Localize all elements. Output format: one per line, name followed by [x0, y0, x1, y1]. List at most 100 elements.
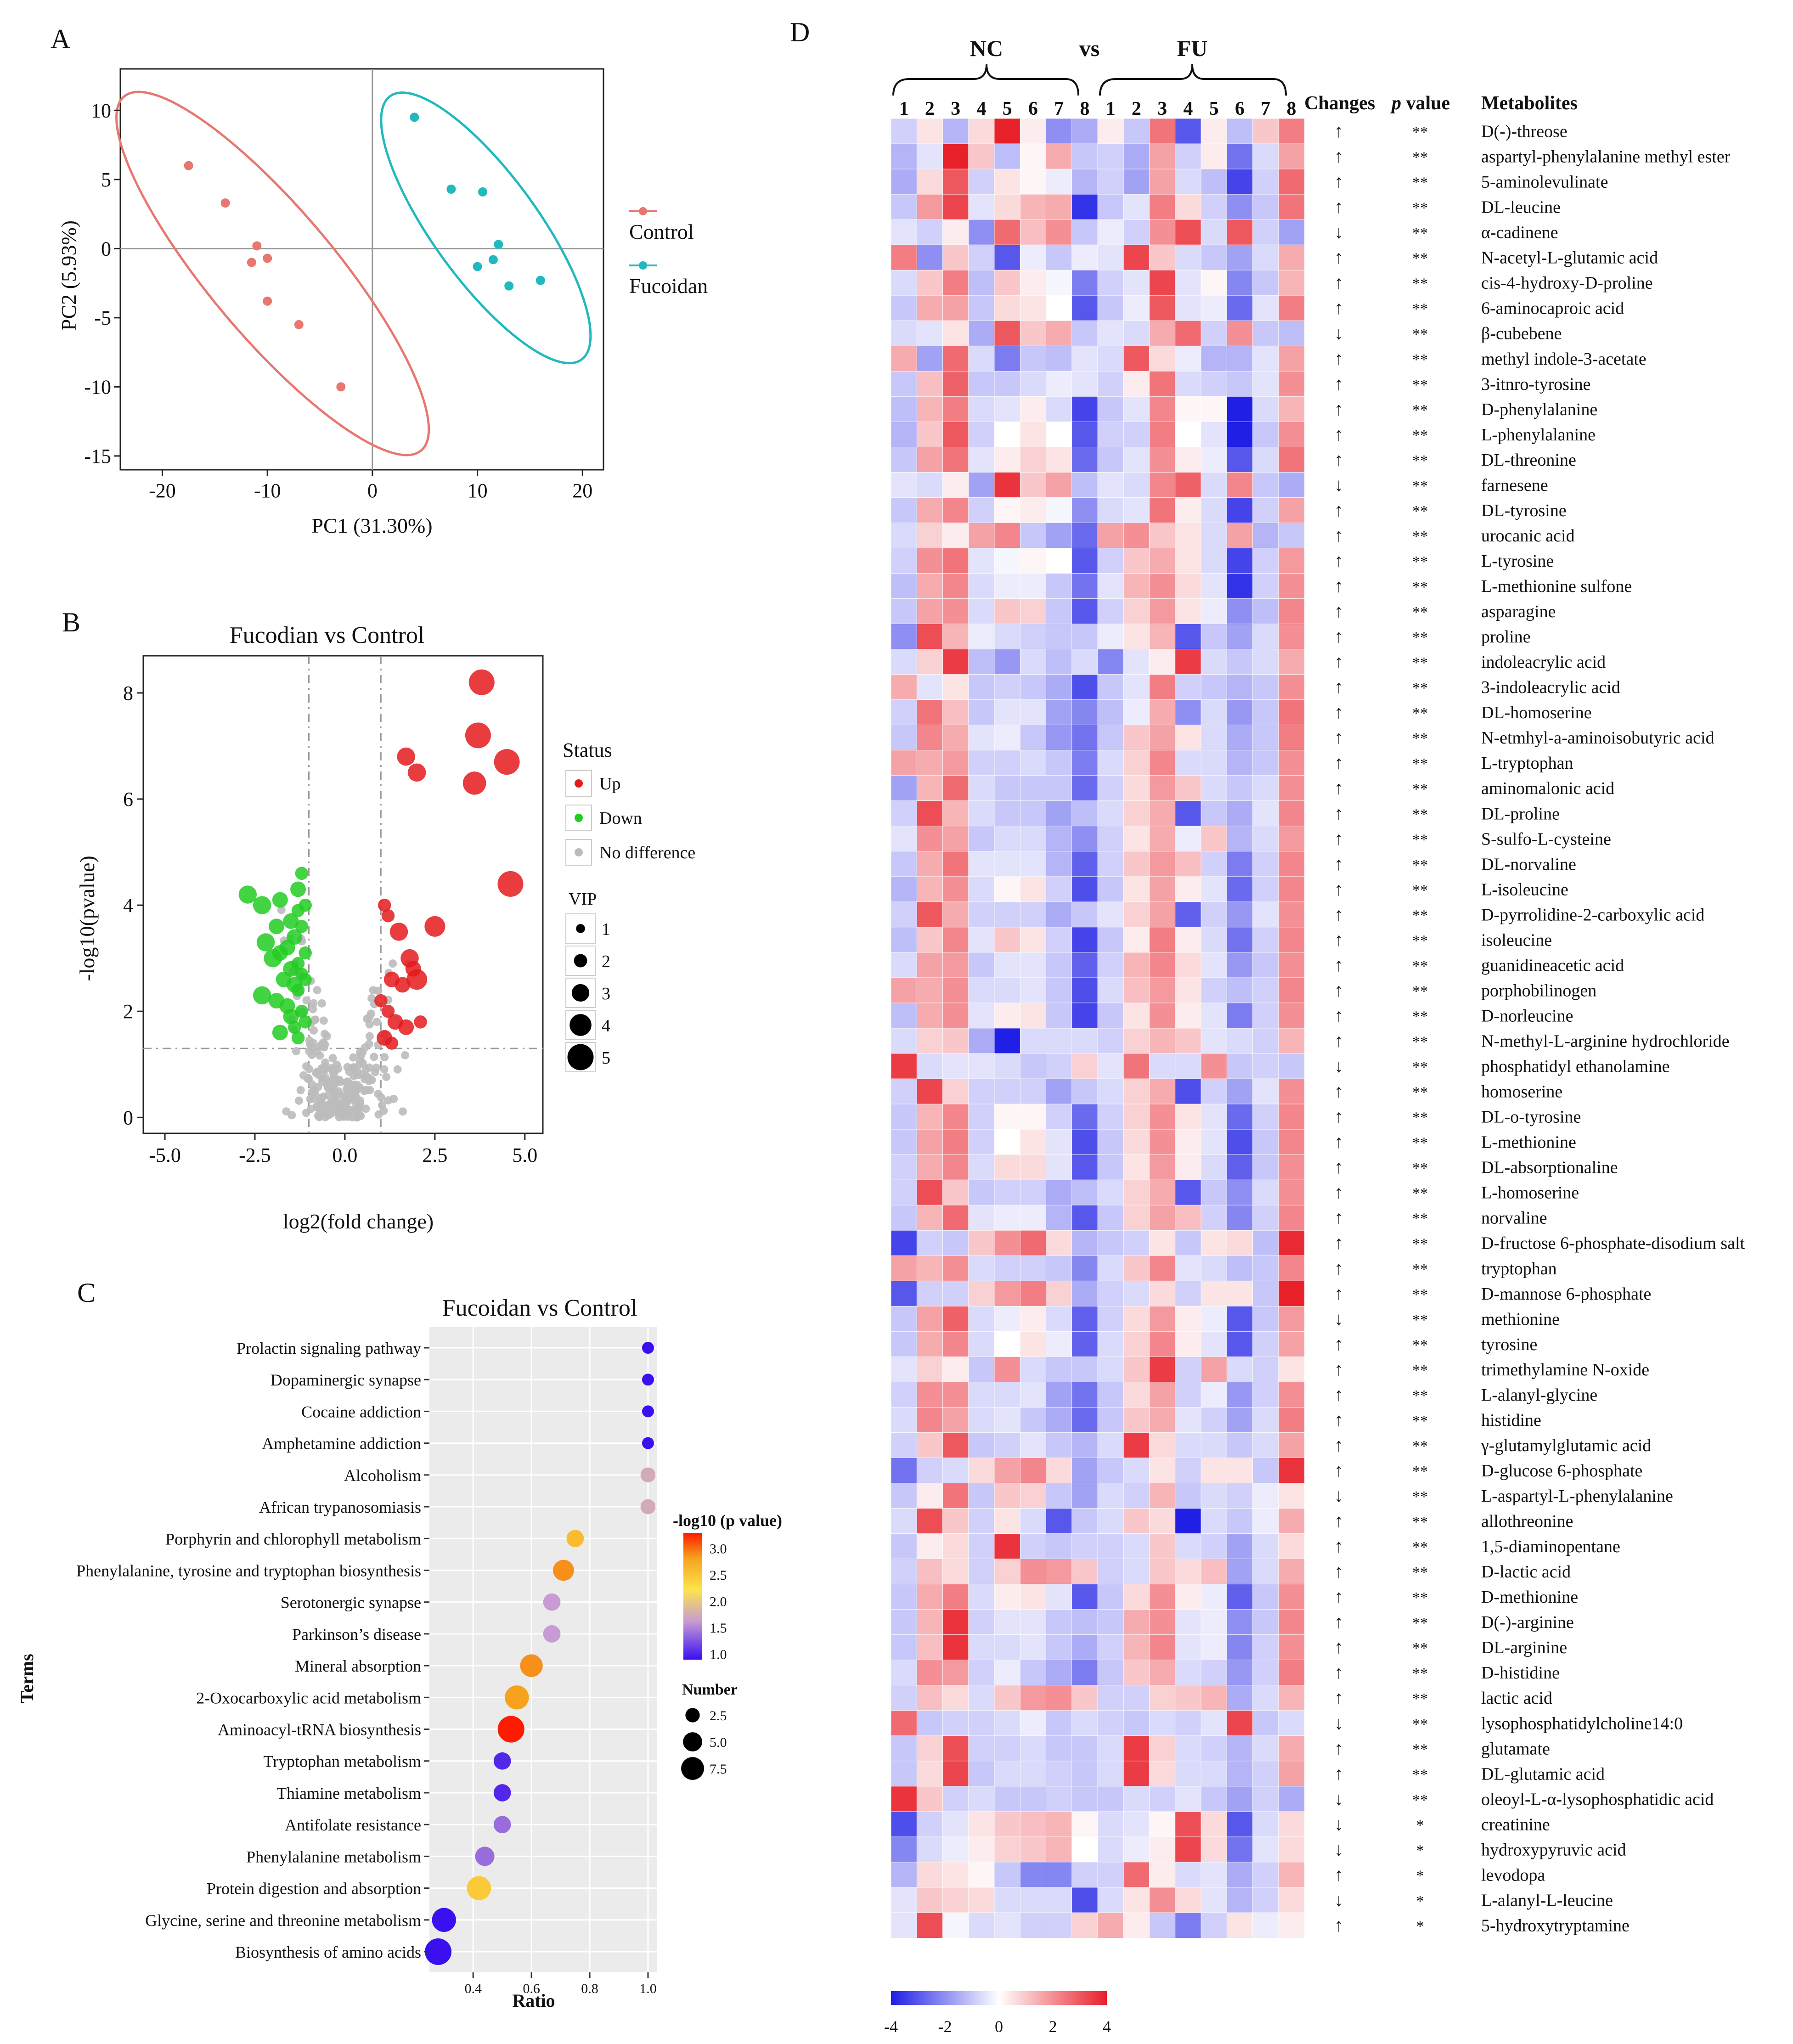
heatmap-cell: [1149, 1735, 1176, 1762]
heatmap-cell: [1252, 1432, 1279, 1458]
change-arrow: ↓: [1334, 1712, 1343, 1733]
volcano-point-nodiff: [365, 1063, 373, 1072]
heatmap-cell: [994, 598, 1021, 625]
heatmap-cell: [1020, 800, 1047, 827]
metabolite-label: L-alanyl-L-leucine: [1481, 1891, 1613, 1910]
significance-mark: **: [1412, 402, 1428, 419]
column-label: 4: [976, 98, 986, 119]
significance-mark: **: [1412, 1690, 1428, 1707]
heatmap-cell: [1226, 1609, 1253, 1635]
heatmap-cell: [1020, 1078, 1047, 1104]
column-label: 1: [899, 98, 909, 119]
heatmap-cell: [1226, 446, 1253, 473]
pca-x-tick-label: -20: [149, 479, 176, 502]
volcano-point-down: [269, 918, 284, 935]
heatmap-cell: [1175, 497, 1201, 524]
heatmap-cell: [1097, 194, 1124, 220]
heatmap-cell: [968, 1129, 995, 1155]
heatmap-cell: [1201, 1458, 1228, 1484]
volcano-point-nodiff: [331, 1066, 339, 1075]
vip-legend-marker: [571, 984, 590, 1002]
heatmap-cell: [1278, 1381, 1305, 1408]
volcano-point-nodiff: [308, 1087, 316, 1096]
significance-mark: **: [1412, 503, 1428, 520]
metabolite-label: DL-threonine: [1481, 450, 1576, 470]
heatmap-cell: [1175, 270, 1201, 296]
heatmap-cell: [1020, 1179, 1047, 1206]
heatmap-cell: [968, 1710, 995, 1736]
heatmap-cell: [1226, 219, 1253, 246]
heatmap-cell: [994, 1053, 1021, 1079]
status-legend-marker: [575, 779, 583, 788]
heatmap-cell: [1252, 1609, 1279, 1635]
volcano-x-tick-label: -2.5: [239, 1144, 271, 1166]
heatmap-cell: [942, 1660, 969, 1686]
heatmap-cell: [942, 1458, 969, 1484]
significance-mark: **: [1412, 1665, 1428, 1682]
heatmap-cell: [891, 1306, 918, 1332]
heatmap-cell: [891, 1028, 918, 1054]
volcano-point-nodiff: [343, 1063, 352, 1071]
change-arrow: ↑: [1334, 1258, 1343, 1278]
metabolite-label: tryptophan: [1481, 1259, 1557, 1278]
heatmap-cell: [1201, 396, 1228, 422]
heatmap-cell: [1097, 775, 1124, 801]
heatmap-cell: [1046, 1154, 1072, 1181]
heatmap-cell: [968, 523, 995, 549]
heatmap-cell: [916, 927, 943, 953]
heatmap-cell: [1252, 876, 1279, 902]
term-label: Parkinson’s disease: [292, 1625, 421, 1644]
heatmap-cell: [1123, 1205, 1150, 1231]
term-label: Porphyrin and chlorophyll metabolism: [165, 1530, 421, 1548]
heatmap-cell: [994, 1179, 1021, 1206]
heatmap-cell: [891, 624, 918, 650]
metabolite-label: aspartyl-phenylalanine methyl ester: [1481, 147, 1731, 167]
heatmap-cell: [1097, 1710, 1124, 1736]
heatmap-cell: [916, 1230, 943, 1256]
heatmap-cell: [1020, 1280, 1047, 1307]
volcano-point-nodiff: [358, 1059, 367, 1067]
heatmap-cell: [994, 194, 1021, 220]
heatmap-cell: [994, 523, 1021, 549]
heatmap-cell: [1097, 1559, 1124, 1585]
heatmap-cell: [1149, 1028, 1176, 1054]
volcano-point-nodiff: [288, 1111, 296, 1120]
heatmap-cell: [1071, 624, 1098, 650]
significance-mark: **: [1412, 1589, 1428, 1606]
pca-y-tick-label: -15: [84, 445, 111, 467]
heatmap-cell: [1071, 244, 1098, 271]
metabolite-label: indoleacrylic acid: [1481, 653, 1606, 672]
heatmap-cell: [1201, 1735, 1228, 1762]
heatmap-cell: [994, 1356, 1021, 1383]
heatmap-cell: [1020, 1255, 1047, 1282]
heatmap-cell: [1201, 371, 1228, 397]
heatmap-cell: [968, 649, 995, 675]
metabolite-label: 1,5-diaminopentane: [1481, 1537, 1620, 1556]
heatmap-cell: [916, 826, 943, 852]
volcano-point-nodiff: [354, 1071, 362, 1080]
heatmap-cell: [1046, 244, 1072, 271]
legend-label-control: Control: [629, 220, 694, 243]
metabolite-label: creatinine: [1481, 1815, 1550, 1834]
heatmap-cell: [1201, 1685, 1228, 1711]
heatmap-cell: [1046, 320, 1072, 347]
metabolite-label: D-phenylalanine: [1481, 400, 1597, 419]
heatmap-cell: [994, 1154, 1021, 1181]
heatmap-cell: [1226, 1028, 1253, 1054]
heatmap-cell: [1046, 1508, 1072, 1534]
change-arrow: ↑: [1334, 272, 1343, 293]
term-label: Biosynthesis of amino acids: [235, 1943, 421, 1961]
heatmap-cell: [994, 1609, 1021, 1635]
heatmap-cell: [1046, 345, 1072, 372]
volcano-point-up: [397, 747, 415, 766]
heatmap-cell: [1226, 1912, 1253, 1938]
brace-nc: [892, 64, 1079, 96]
heatmap-cell: [1175, 1862, 1201, 1888]
color-legend-tick: 3.0: [710, 1542, 727, 1557]
heatmap-cell: [1201, 1306, 1228, 1332]
heatmap-cell: [1226, 573, 1253, 599]
heatmap-cell: [1201, 1811, 1228, 1837]
heatmap-cell: [1226, 1205, 1253, 1231]
heatmap-cell: [916, 1836, 943, 1863]
pca-point-fucoidan: [410, 113, 419, 122]
